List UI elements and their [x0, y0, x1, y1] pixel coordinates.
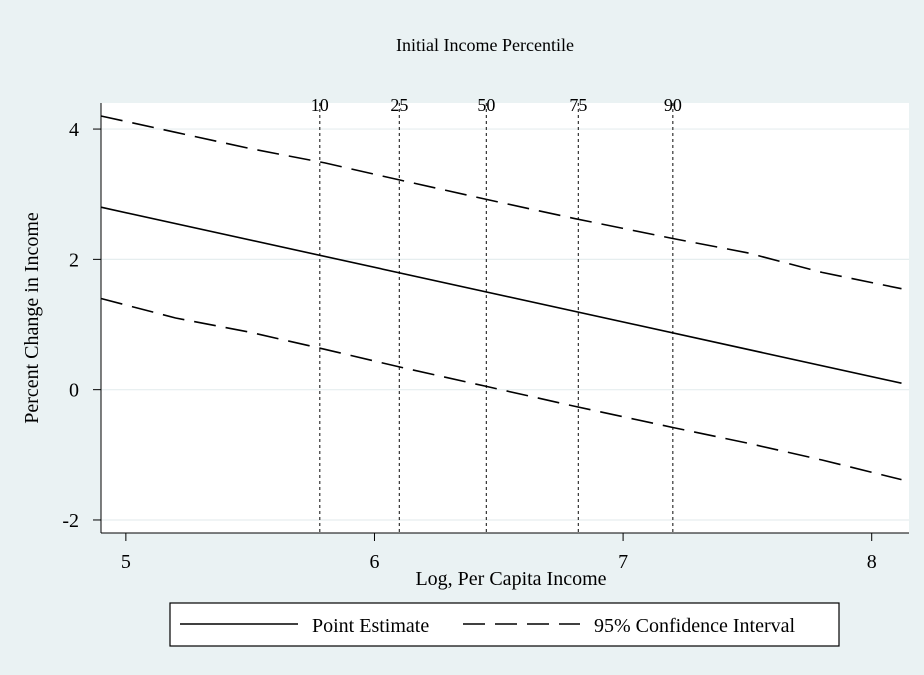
percentile-label-10: 10 [311, 95, 329, 115]
x-tick-label: 6 [369, 551, 379, 573]
legend-label-point-estimate: Point Estimate [312, 615, 429, 637]
y-tick-label: -2 [62, 510, 79, 532]
y-tick-label: 0 [69, 380, 79, 402]
series-line-2 [100, 297, 902, 481]
y-axis-label: Percent Change in Income [21, 212, 43, 424]
plot-area [101, 103, 909, 533]
y-tick-label: 2 [69, 249, 79, 271]
x-tick-label: 8 [867, 551, 877, 573]
percentile-label-75: 75 [569, 95, 587, 115]
x-tick-label: 7 [618, 551, 628, 573]
legend-label-confidence-interval: 95% Confidence Interval [594, 615, 795, 637]
y-tick-label: 4 [69, 119, 79, 141]
series-line-1 [100, 115, 902, 290]
series-layer [100, 115, 902, 481]
percentile-label-50: 50 [477, 95, 495, 115]
x-tick-label: 5 [121, 551, 131, 573]
percentile-label-90: 90 [664, 95, 682, 115]
percentile-label-25: 25 [390, 95, 408, 115]
series-line-0 [100, 206, 902, 384]
chart-title: Initial Income Percentile [396, 35, 574, 55]
legend: Point Estimate 95% Confidence Interval [169, 602, 840, 647]
x-axis-label: Log, Per Capita Income [415, 568, 606, 590]
percentile-markers: 10 25 50 75 90 [311, 95, 682, 533]
axes: -2 0 2 4 5 6 7 8 [62, 119, 876, 573]
